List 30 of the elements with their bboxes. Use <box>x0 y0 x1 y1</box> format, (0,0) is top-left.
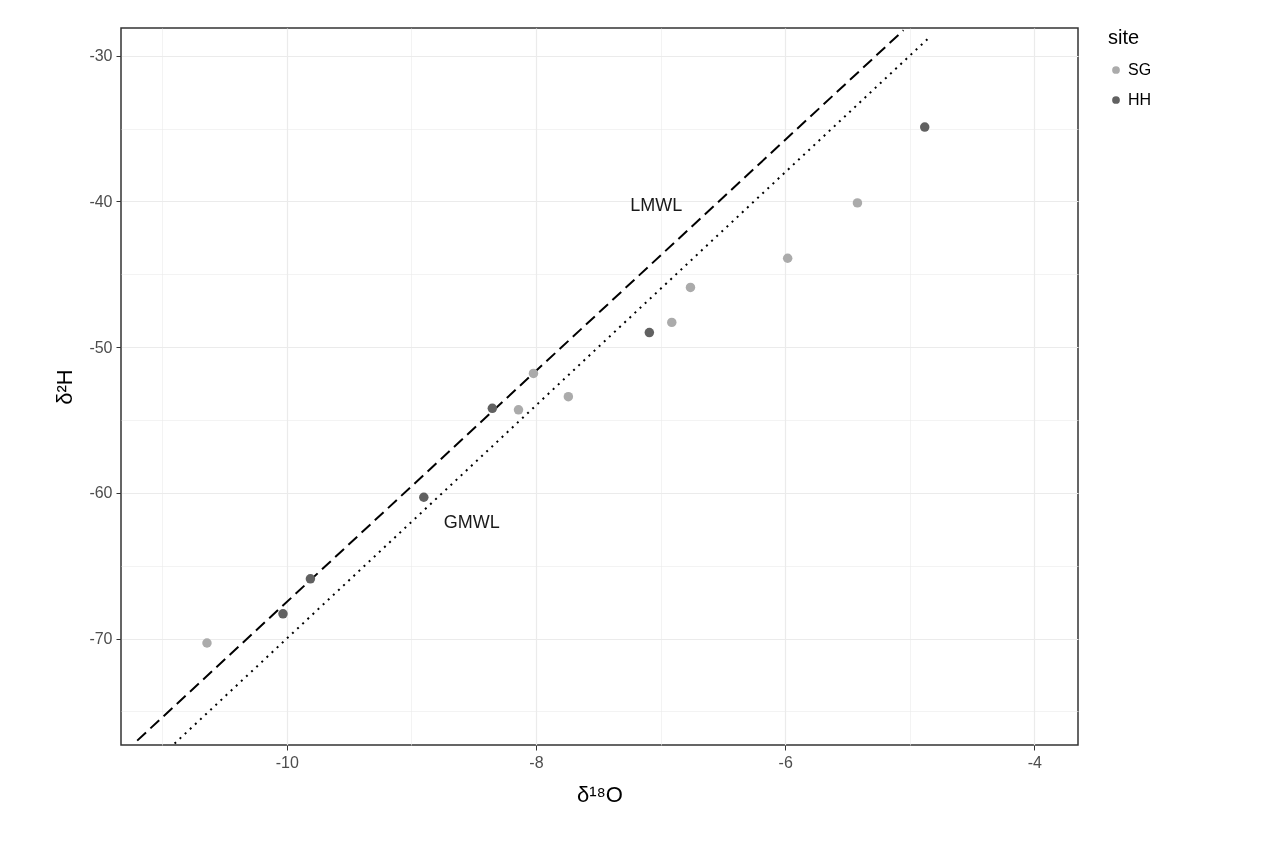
point <box>667 317 677 328</box>
point <box>919 122 930 132</box>
y-tick-label: -70 <box>89 630 113 648</box>
point <box>202 638 212 648</box>
point <box>305 574 316 584</box>
legend-label: SG <box>1128 61 1152 78</box>
point <box>487 403 498 414</box>
point <box>278 609 288 619</box>
x-tick-label: -8 <box>529 753 544 771</box>
x-tick-label: -6 <box>778 753 793 771</box>
legend-title: site <box>1108 26 1140 48</box>
point <box>563 391 574 402</box>
legend-label: HH <box>1128 91 1152 108</box>
x-axis-title: δ¹⁸O <box>577 781 623 807</box>
y-tick-label: -50 <box>89 338 113 356</box>
point <box>419 492 429 502</box>
point <box>528 368 539 379</box>
x-tick-label: -4 <box>1027 753 1043 771</box>
y-axis-title: δ²H <box>52 369 78 405</box>
x-tick-label: -10 <box>275 753 299 771</box>
point <box>644 327 655 338</box>
point <box>685 282 696 293</box>
point <box>513 405 524 415</box>
point <box>782 253 793 263</box>
series-label: LMWL <box>630 194 683 215</box>
y-tick-label: -30 <box>89 47 113 65</box>
point <box>852 198 863 208</box>
y-tick-label: -40 <box>89 192 113 210</box>
y-tick-label: -60 <box>89 484 113 502</box>
series-label: GMWL <box>443 512 500 533</box>
